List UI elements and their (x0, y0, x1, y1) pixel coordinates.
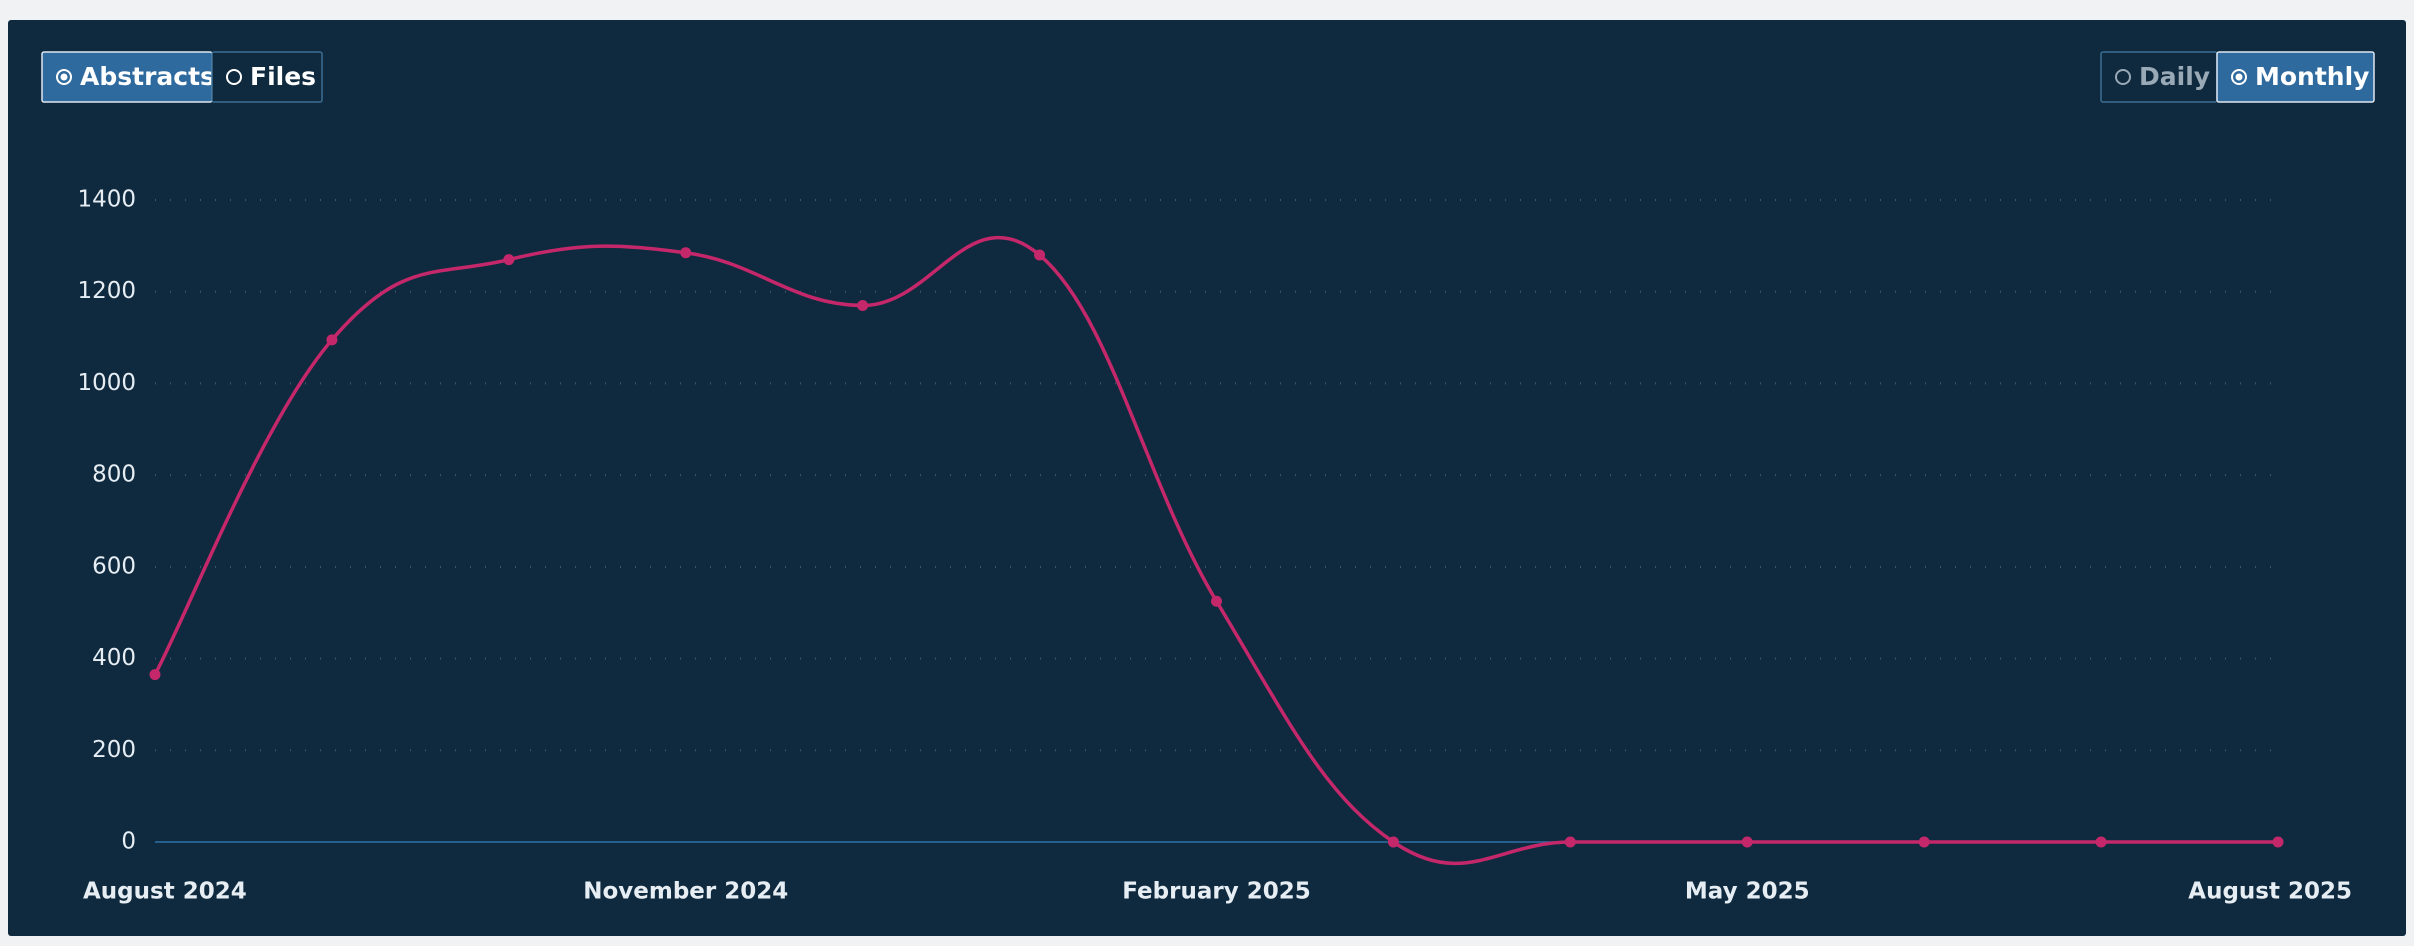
y-tick-label: 400 (92, 645, 136, 671)
data-point[interactable] (1034, 249, 1046, 261)
data-line (153, 235, 2278, 866)
data-point[interactable] (857, 299, 869, 311)
x-tick-label: August 2025 (2188, 879, 2352, 905)
data-point[interactable] (1741, 836, 1753, 848)
toggle-label[interactable]: Daily (2139, 62, 2210, 91)
radio-dot (60, 73, 68, 81)
panel (8, 20, 2406, 936)
toggle-label[interactable]: Files (250, 62, 316, 91)
y-tick-label: 200 (92, 737, 136, 763)
y-tick-label: 800 (92, 462, 136, 488)
y-tick-label: 1400 (77, 187, 136, 213)
y-tick-label: 0 (121, 829, 136, 855)
x-tick-label: August 2024 (83, 879, 247, 905)
data-point[interactable] (680, 247, 692, 259)
y-tick-label: 1200 (77, 278, 136, 304)
radio-icon (226, 69, 242, 85)
data-point[interactable] (149, 669, 161, 681)
data-point[interactable] (1918, 836, 1930, 848)
radio-icon (56, 69, 72, 85)
y-tick-label: 600 (92, 553, 136, 579)
data-point[interactable] (1564, 836, 1576, 848)
y-tick-label: 1000 (77, 370, 136, 396)
radio-icon (2115, 69, 2131, 85)
data-point[interactable] (2272, 836, 2284, 848)
x-tick-label: November 2024 (583, 879, 788, 905)
toggle-label[interactable]: Abstracts (80, 62, 215, 91)
toggle-button[interactable] (211, 51, 323, 103)
data-point[interactable] (503, 254, 515, 266)
toggle-button[interactable] (2216, 51, 2375, 103)
toggle-label[interactable]: Monthly (2255, 62, 2369, 91)
x-tick-label: February 2025 (1122, 879, 1310, 905)
x-tick-label: May 2025 (1685, 879, 1810, 905)
radio-icon (2231, 69, 2247, 85)
data-point[interactable] (1387, 836, 1399, 848)
data-point[interactable] (1211, 595, 1222, 607)
data-point[interactable] (2095, 836, 2107, 848)
data-point[interactable] (326, 334, 338, 346)
radio-dot (2235, 73, 2243, 81)
